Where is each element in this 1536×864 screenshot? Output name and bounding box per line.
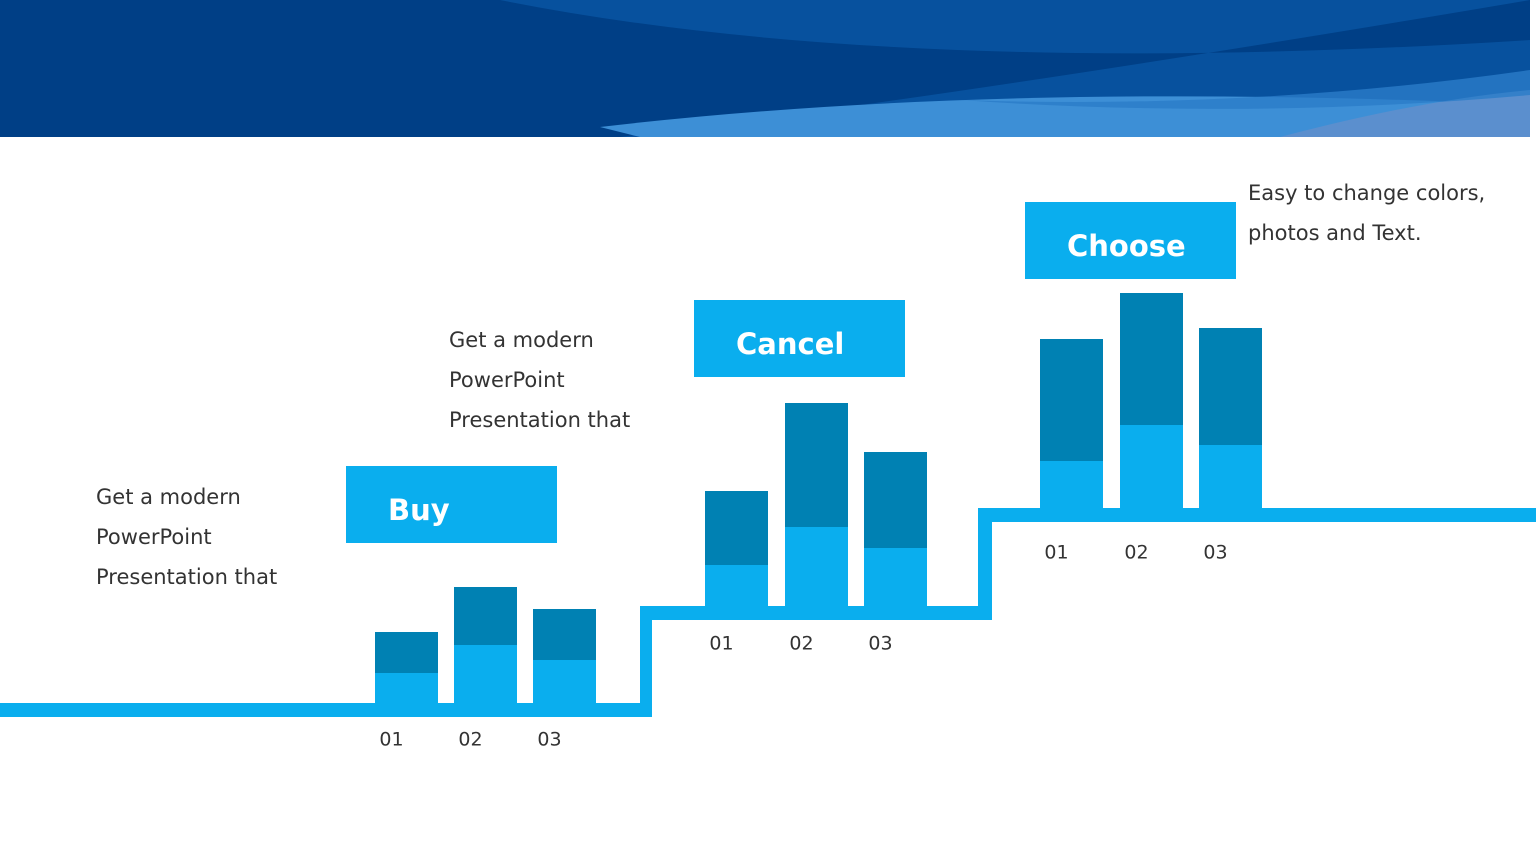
annotation: PowerPoint	[96, 525, 212, 549]
bar-segment	[785, 403, 848, 527]
bar-segment	[705, 491, 768, 565]
bar-segment	[1120, 293, 1183, 425]
bar-segment	[375, 632, 438, 673]
annotation: Get a modern	[449, 328, 594, 352]
bar-segment	[533, 660, 596, 703]
group-title: Cancel	[736, 327, 844, 361]
x-tick-label: 01	[1044, 542, 1068, 564]
annotation: Easy to change colors,	[1248, 181, 1485, 205]
bar-segment	[1120, 425, 1183, 508]
x-tick-label: 03	[1203, 542, 1227, 564]
group-title: Choose	[1067, 229, 1186, 263]
bar-segment	[1040, 461, 1103, 508]
annotation: Get a modern	[96, 485, 241, 509]
x-tick-label: 03	[868, 633, 892, 655]
bar-segment	[454, 587, 517, 645]
bar-segment	[533, 609, 596, 660]
step-line	[0, 508, 1536, 717]
annotation: PowerPoint	[449, 368, 565, 392]
bar-segment	[705, 565, 768, 606]
bar-segment	[864, 548, 927, 606]
x-tick-label: 02	[789, 633, 813, 655]
bar-segment	[1199, 445, 1262, 508]
bar-segment	[375, 673, 438, 703]
annotation: Presentation that	[96, 565, 277, 589]
x-tick-label: 03	[537, 729, 561, 751]
x-tick-label: 02	[458, 729, 482, 751]
bar-segment	[785, 527, 848, 606]
title-box	[346, 466, 557, 543]
bar-segment	[1199, 328, 1262, 445]
title-box	[1025, 202, 1236, 279]
annotation: photos and Text.	[1248, 221, 1422, 245]
header-banner	[0, 0, 1530, 137]
bar-segment	[1040, 339, 1103, 461]
title-box	[694, 300, 905, 377]
annotation: Presentation that	[449, 408, 630, 432]
bar-segment	[864, 452, 927, 548]
x-tick-label: 01	[379, 729, 403, 751]
x-tick-label: 01	[709, 633, 733, 655]
bar-segment	[454, 645, 517, 703]
group-title: Buy	[388, 493, 450, 527]
x-tick-label: 02	[1124, 542, 1148, 564]
